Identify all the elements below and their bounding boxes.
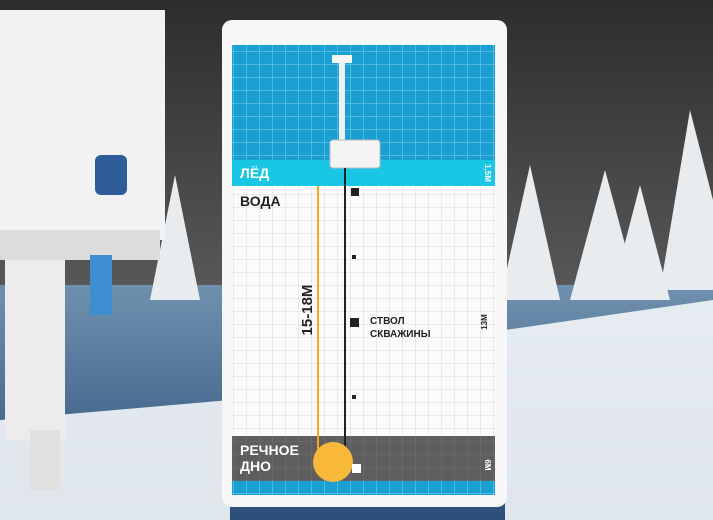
ice-depth: 1,5М [483,164,492,182]
water-label: ВОДА [240,193,281,209]
trees [150,110,713,300]
info-board: ЛЁД 1,5М ВОДА 13М 15-18М СТВОЛ СКВАЖИНЫ … [222,20,507,507]
drill-mast [339,58,345,153]
marker [350,318,359,327]
marker [352,255,356,259]
riverbed-label: РЕЧНОЕ [240,442,299,458]
drill-bit [313,442,353,482]
riverbed-label: ДНО [240,458,271,474]
drill-rig [329,139,381,169]
riverbed-depth: 6М [483,459,492,470]
building [0,10,165,490]
marker [351,188,359,196]
water-depth: 13М [480,314,489,330]
marker [352,395,356,399]
borehole-label: СКВАЖИНЫ [370,329,431,340]
marker [352,464,361,473]
ice-label: ЛЁД [240,165,269,181]
rig-top [332,55,352,63]
total-depth: 15-18М [299,285,316,336]
snow [0,300,713,520]
riverbed-zone [232,436,495,481]
water-zone [232,186,495,436]
borehole-label: СТВОЛ [370,316,405,327]
